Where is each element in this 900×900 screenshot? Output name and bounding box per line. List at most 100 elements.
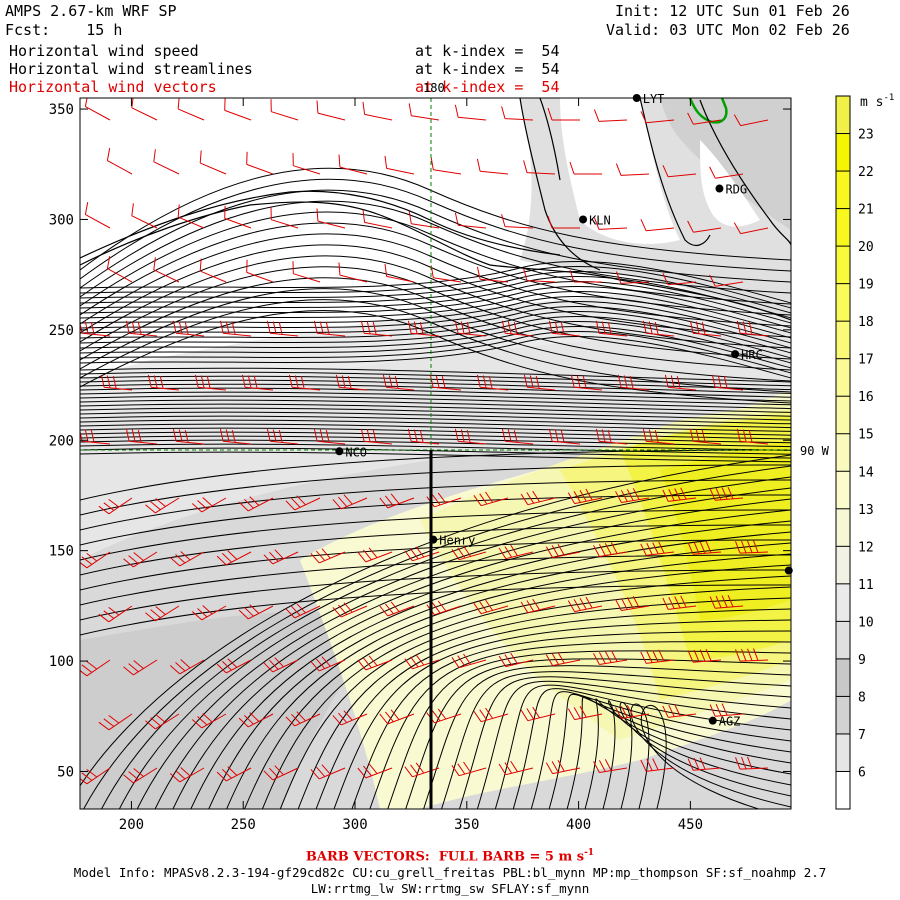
x-tick-label: 250 [231,817,256,833]
wind-barb [379,709,415,725]
streamline [80,391,791,406]
streamline [80,299,791,393]
wind-barb [640,758,675,772]
colorbar-unit: m s-1 [860,93,894,110]
wind-barb [687,220,722,233]
init-value: 12 UTC Sun 01 Feb 26 [669,2,850,20]
streamline [80,277,791,371]
wind-barb [476,266,509,283]
streamline [80,244,791,338]
colorbar-label: 21 [858,203,874,218]
wind-barb [80,551,111,569]
wind-barb [662,165,697,178]
wind-barb [263,765,299,781]
streamlines [80,167,791,809]
colorbar-label: 17 [858,353,874,368]
forecast-label: Fcst: 15 h [5,22,122,39]
streamline [80,423,791,436]
valid-label: Valid: [606,21,661,39]
wind-barb [548,320,581,337]
wind-barb [593,109,628,122]
streamline [226,553,791,809]
streamline [80,255,791,349]
wind-barb [285,495,321,511]
station-dot [731,350,740,359]
streamline [476,680,791,809]
station-dot [715,184,724,193]
wind-barb [199,258,227,283]
colorbar-label: 9 [858,653,866,668]
field-name-vectors: Horizontal wind vectors [9,78,217,96]
streamline [80,399,791,413]
wind-barb [357,763,393,779]
colorbar-label: 15 [858,428,874,443]
streamline [548,693,791,809]
colorbar-bin [836,658,850,697]
model-info-1: Model Info: MPASv8.2.3-194-gf29cd82c CU:… [73,865,827,880]
wind-barb [615,163,650,176]
wind-barb [709,703,744,717]
wind-barb [407,320,440,337]
wind-barb [408,103,440,121]
streamline [80,275,791,319]
wind-barb [430,157,462,175]
wind-barb [332,602,368,618]
wind-barb [84,202,111,229]
wind-barb [615,488,650,503]
station-label: AGZ [719,715,741,729]
streamline [423,665,791,809]
streamline [351,630,791,809]
wind-barb [520,706,556,722]
wind-barb [615,596,650,611]
station-label: Henry [439,534,475,548]
model-title: AMPS 2.67-km WRF SP [5,2,177,20]
wind-barb [384,155,415,175]
wind-barb [263,657,299,673]
wind-barb [709,274,744,287]
streamline [80,270,791,314]
wind-barb [191,605,227,621]
streamline [80,200,791,298]
wind-barb [338,262,368,283]
streamline [261,575,791,809]
streamline [80,305,791,349]
wind-barb [429,374,462,391]
wind-barb [224,98,252,121]
wind-barb [523,160,556,175]
axis-tick-labels: 200 250 300 350 400 450 50 100 150 200 250 300 350 [49,102,703,833]
streamline [279,586,791,809]
wind-barb [332,494,368,510]
wind-barb [216,766,252,782]
streamline [80,178,791,280]
wind-barb [501,428,534,445]
coastline [80,98,791,321]
wind-barb [169,659,205,675]
wind-barb [123,659,158,676]
meridian-label-90w: 90 W [800,444,830,458]
wind-barb [662,595,697,610]
wind-barb [362,209,393,229]
wind-barb [567,488,603,505]
wind-barb [476,158,509,175]
wind-barb [501,214,534,229]
wind-barb [662,273,697,286]
streamline [440,671,791,809]
wind-barb [191,713,227,729]
wind-barb [735,756,769,770]
wind-barb [145,497,180,514]
colorbar-bin [836,471,850,509]
wind-barb [219,428,252,445]
streamline [80,387,791,402]
streamline [80,443,791,455]
wind-barb [567,705,603,721]
colorbar-bin [836,246,850,284]
wind-barb [408,211,440,229]
wind-barb [80,429,111,445]
wind-barb [270,99,299,121]
x-tick-label: 350 [454,817,479,833]
streamline [80,310,791,354]
wind-barb [709,166,744,179]
wind-barb [547,215,580,229]
streamline [100,476,791,809]
wind-barb [360,320,393,337]
